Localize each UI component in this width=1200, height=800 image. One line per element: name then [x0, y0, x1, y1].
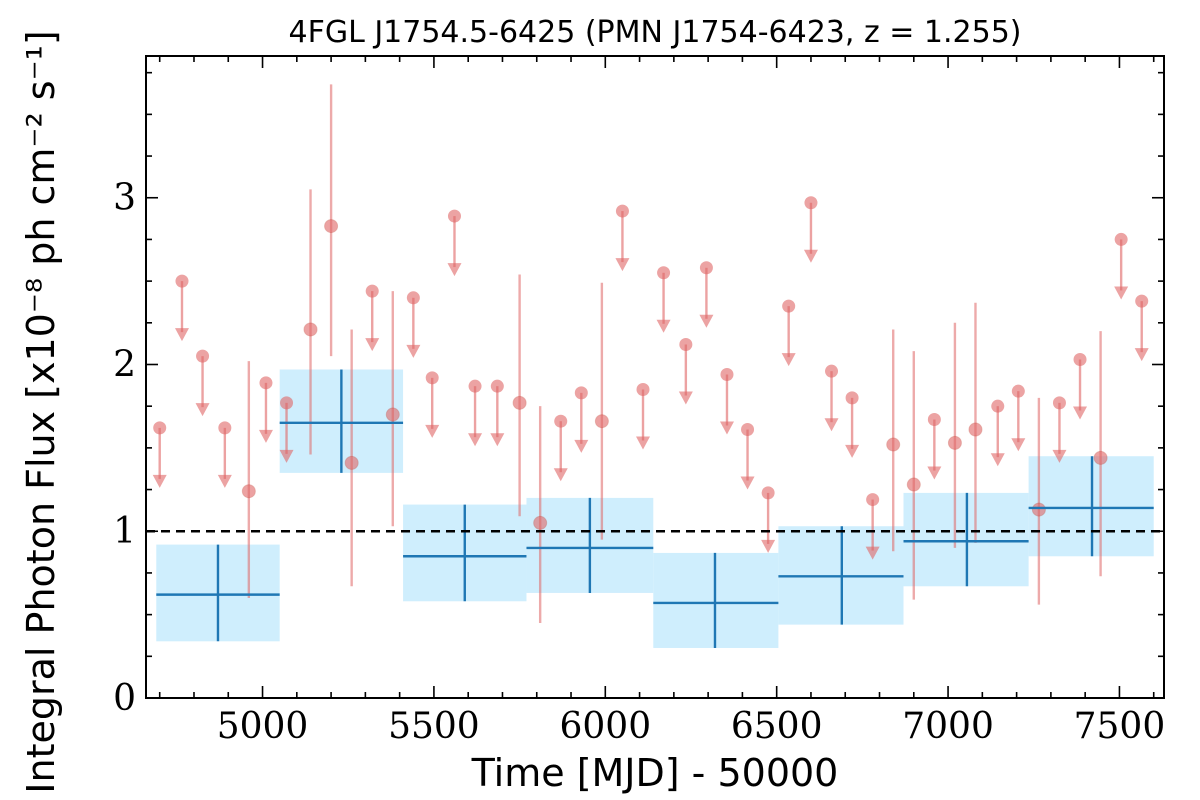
upper-limit-marker [153, 421, 167, 435]
upper-limit-marker [741, 423, 755, 437]
detection-point [594, 414, 609, 429]
upper-limit-marker [615, 204, 629, 218]
upper-limit-marker [196, 349, 210, 363]
upper-limit-arrow-head [258, 429, 273, 443]
upper-limit-marker [782, 299, 796, 313]
upper-limit-marker [554, 414, 568, 428]
upper-limit-arrow-head [195, 403, 210, 417]
upper-limit-arrow-head [1114, 286, 1129, 300]
detection-point [385, 407, 400, 422]
detection-point [1031, 502, 1046, 517]
x-tick-label: 7500 [1074, 706, 1166, 747]
x-axis-label: Time [MJD] - 50000 [471, 751, 839, 795]
upper-limit-arrow-head [406, 344, 421, 358]
detection-point [533, 515, 548, 530]
upper-limit-arrow-head [656, 319, 671, 333]
x-tick-label: 6000 [559, 706, 651, 747]
upper-limit-arrow-head [719, 421, 734, 435]
detection-point [512, 395, 527, 410]
upper-limit-arrow-head [152, 474, 167, 488]
y-tick-label: 3 [113, 178, 136, 219]
upper-limit-marker [425, 371, 439, 385]
upper-limit-marker [845, 391, 859, 405]
upper-limit-marker [259, 376, 273, 390]
x-tick-label: 7000 [902, 706, 994, 747]
x-tick-label: 5000 [217, 706, 309, 747]
x-tick-label: 6500 [731, 706, 823, 747]
upper-limit-marker [825, 364, 839, 378]
upper-limit-marker [991, 399, 1005, 413]
upper-limit-arrow-head [636, 436, 651, 450]
detection-point [344, 455, 359, 470]
upper-limit-arrow-head [927, 466, 942, 480]
upper-limit-arrow-head [1073, 406, 1088, 420]
upper-limit-arrow-head [845, 444, 860, 458]
upper-limit-marker [1052, 396, 1066, 410]
upper-limit-arrow-head [740, 476, 755, 490]
y-tick-label: 2 [113, 344, 136, 385]
upper-limit-arrow-head [217, 474, 232, 488]
upper-limit-arrow-head [447, 263, 462, 277]
upper-limit-arrow-head [574, 439, 589, 453]
upper-limit-marker [490, 379, 504, 393]
upper-limit-arrow-head [781, 353, 796, 367]
upper-limit-marker [447, 209, 461, 223]
upper-limit-marker [657, 266, 671, 280]
upper-limit-marker [1073, 352, 1087, 366]
upper-limit-marker [365, 284, 379, 298]
upper-limit-marker [574, 386, 588, 400]
upper-limit-marker [280, 396, 294, 410]
detection-point [947, 435, 962, 450]
detection-point [324, 219, 339, 234]
upper-limit-marker [679, 337, 693, 351]
chart-title: 4FGL J1754.5-6425 (PMN J1754-6423, z = 1… [288, 15, 1021, 50]
upper-limit-marker [866, 493, 880, 507]
detection-point [906, 477, 921, 492]
upper-limit-marker [699, 261, 713, 275]
upper-limit-arrow-head [174, 328, 189, 342]
detection-point [968, 422, 983, 437]
detection-point [241, 484, 256, 499]
y-axis-label: Integral Photon Flux [x10⁻⁸ ph cm⁻² s⁻¹] [19, 30, 63, 793]
upper-limit-marker [927, 413, 941, 427]
upper-limit-arrow-head [699, 314, 714, 328]
detection-point [1093, 450, 1108, 465]
y-tick-label: 0 [113, 678, 136, 719]
upper-limit-marker [1114, 232, 1128, 246]
upper-limit-arrow-head [1052, 449, 1067, 463]
upper-limit-arrow-head [990, 453, 1005, 467]
y-tick-label: 1 [113, 511, 136, 552]
x-tick-label: 5500 [388, 706, 480, 747]
upper-limit-marker [636, 383, 650, 397]
plot-frame [145, 55, 1165, 699]
detection-point [303, 322, 318, 337]
upper-limit-marker [761, 486, 775, 500]
upper-limit-marker [1135, 294, 1149, 308]
upper-limit-arrow-head [425, 424, 440, 438]
upper-limit-marker [720, 367, 734, 381]
upper-limit-arrow-head [803, 249, 818, 263]
upper-limit-arrow-head [553, 468, 568, 482]
upper-limit-arrow-head [1011, 438, 1026, 452]
plot-area [146, 84, 1164, 648]
upper-limit-marker [468, 379, 482, 393]
upper-limit-arrow-head [615, 258, 630, 272]
upper-limit-arrow-head [761, 539, 776, 553]
upper-limit-arrow-head [824, 418, 839, 432]
upper-limit-arrow-head [865, 546, 880, 560]
upper-limit-marker [175, 274, 189, 288]
upper-limit-arrow-head [490, 433, 505, 447]
upper-limit-arrow-head [678, 391, 693, 405]
axis-ticks: 5000 5500 6000 6500 7000 7500 0 1 2 3 [113, 56, 1165, 747]
upper-limit-marker [218, 421, 232, 435]
upper-limit-marker [804, 196, 818, 210]
upper-limit-marker [1011, 384, 1025, 398]
detection-point [886, 437, 901, 452]
upper-limit-marker [406, 291, 420, 305]
upper-limit-arrow-head [468, 433, 483, 447]
upper-limit-arrow-head [279, 449, 294, 463]
upper-limit-arrow-head [365, 338, 380, 352]
upper-limit-arrow-head [1134, 348, 1149, 362]
